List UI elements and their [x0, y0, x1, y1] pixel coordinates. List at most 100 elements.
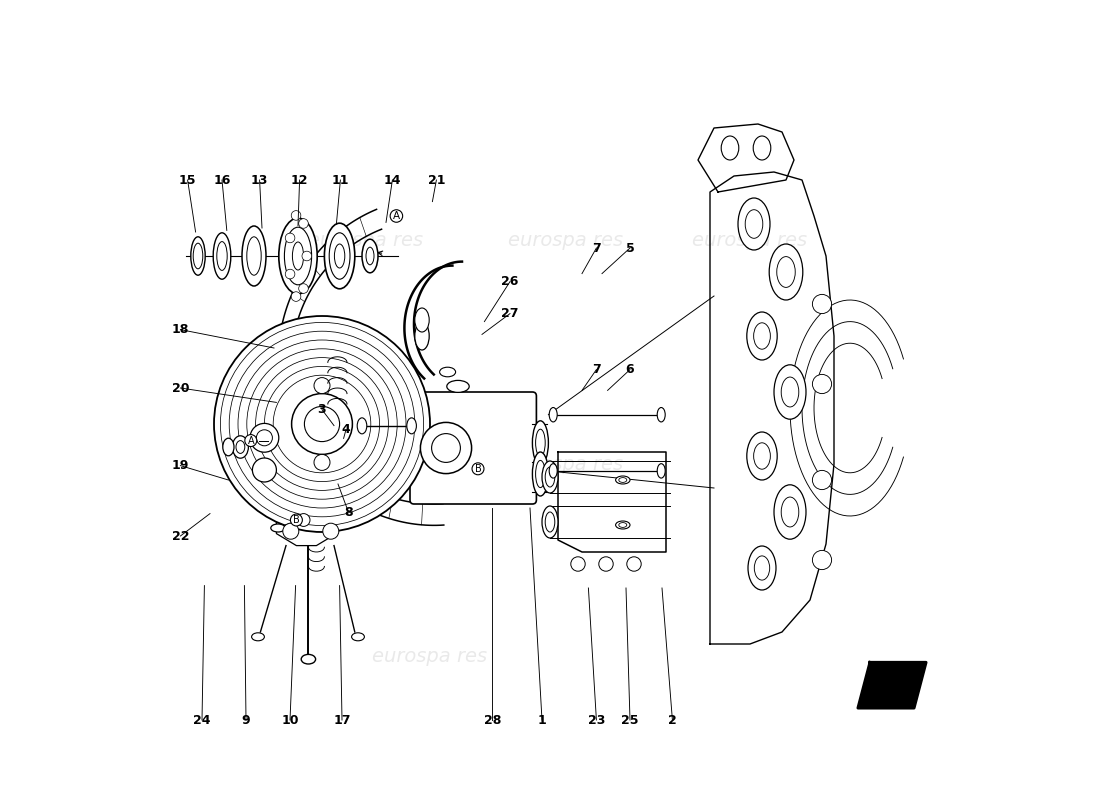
Circle shape: [813, 470, 832, 490]
Circle shape: [305, 406, 340, 442]
Ellipse shape: [285, 227, 311, 285]
Ellipse shape: [754, 136, 771, 160]
Circle shape: [220, 322, 424, 526]
Ellipse shape: [278, 218, 317, 294]
Ellipse shape: [293, 242, 304, 270]
Circle shape: [571, 557, 585, 571]
Ellipse shape: [777, 257, 795, 287]
Text: A: A: [393, 211, 400, 221]
Text: 24: 24: [194, 714, 211, 726]
Text: 18: 18: [172, 323, 189, 336]
Text: 19: 19: [172, 459, 189, 472]
Ellipse shape: [301, 654, 316, 664]
Text: 25: 25: [621, 714, 639, 726]
Ellipse shape: [619, 522, 627, 527]
Ellipse shape: [619, 478, 627, 482]
Text: 9: 9: [242, 714, 251, 726]
Text: A: A: [248, 435, 254, 446]
Ellipse shape: [536, 460, 546, 488]
Text: 8: 8: [344, 506, 353, 518]
Text: eurospa res: eurospa res: [308, 230, 424, 250]
Ellipse shape: [246, 237, 261, 275]
Ellipse shape: [447, 380, 470, 392]
Circle shape: [214, 316, 430, 532]
Ellipse shape: [745, 210, 762, 238]
Circle shape: [314, 454, 330, 470]
Ellipse shape: [549, 407, 558, 422]
Text: 17: 17: [333, 714, 351, 726]
FancyBboxPatch shape: [265, 402, 364, 501]
Ellipse shape: [334, 244, 344, 268]
Ellipse shape: [616, 521, 630, 529]
Text: 23: 23: [587, 714, 605, 726]
Ellipse shape: [232, 436, 249, 458]
Circle shape: [246, 349, 397, 499]
Text: 4: 4: [342, 423, 351, 436]
Ellipse shape: [366, 247, 374, 265]
Text: 7: 7: [592, 242, 601, 254]
Text: 15: 15: [179, 174, 196, 186]
Circle shape: [813, 374, 832, 394]
Ellipse shape: [748, 546, 775, 590]
Ellipse shape: [722, 136, 739, 160]
Ellipse shape: [546, 512, 554, 532]
Ellipse shape: [542, 461, 558, 493]
Circle shape: [285, 233, 295, 242]
Text: 27: 27: [502, 307, 519, 320]
FancyBboxPatch shape: [410, 392, 537, 504]
Ellipse shape: [774, 365, 806, 419]
Circle shape: [598, 557, 613, 571]
Text: 22: 22: [172, 530, 189, 542]
Circle shape: [250, 423, 278, 452]
Ellipse shape: [657, 464, 665, 478]
Ellipse shape: [324, 223, 355, 289]
Ellipse shape: [252, 633, 264, 641]
Text: 5: 5: [626, 242, 635, 254]
Text: 3: 3: [318, 403, 327, 416]
Ellipse shape: [754, 443, 770, 469]
Text: 20: 20: [172, 382, 189, 394]
Ellipse shape: [747, 432, 778, 480]
Ellipse shape: [440, 367, 455, 377]
Text: 11: 11: [332, 174, 349, 186]
Circle shape: [813, 294, 832, 314]
Ellipse shape: [194, 243, 202, 269]
Circle shape: [299, 218, 308, 228]
Ellipse shape: [532, 452, 549, 496]
Circle shape: [813, 550, 832, 570]
Circle shape: [431, 434, 461, 462]
Circle shape: [252, 458, 276, 482]
Ellipse shape: [217, 242, 228, 270]
Circle shape: [292, 210, 300, 220]
Circle shape: [297, 514, 310, 526]
Ellipse shape: [536, 429, 546, 457]
Circle shape: [420, 422, 472, 474]
Ellipse shape: [415, 322, 429, 350]
Ellipse shape: [769, 244, 803, 300]
Text: 6: 6: [626, 363, 635, 376]
Ellipse shape: [755, 556, 770, 580]
Ellipse shape: [542, 506, 558, 538]
Ellipse shape: [352, 633, 364, 641]
Text: eurospa res: eurospa res: [508, 230, 624, 250]
Ellipse shape: [532, 421, 549, 465]
Text: B: B: [293, 515, 300, 525]
Circle shape: [627, 557, 641, 571]
Text: 28: 28: [484, 714, 502, 726]
Circle shape: [273, 375, 371, 473]
Circle shape: [238, 340, 406, 508]
Ellipse shape: [754, 323, 770, 349]
Text: 26: 26: [502, 275, 519, 288]
Text: 21: 21: [428, 174, 446, 186]
Ellipse shape: [362, 239, 378, 273]
Circle shape: [256, 430, 273, 446]
Text: eurospa res: eurospa res: [508, 454, 624, 474]
Ellipse shape: [415, 308, 429, 332]
Text: B: B: [474, 464, 482, 474]
Circle shape: [264, 366, 380, 482]
Ellipse shape: [358, 418, 366, 434]
Ellipse shape: [774, 485, 806, 539]
Ellipse shape: [781, 377, 799, 407]
Text: 10: 10: [282, 714, 299, 726]
Text: 14: 14: [384, 174, 402, 186]
